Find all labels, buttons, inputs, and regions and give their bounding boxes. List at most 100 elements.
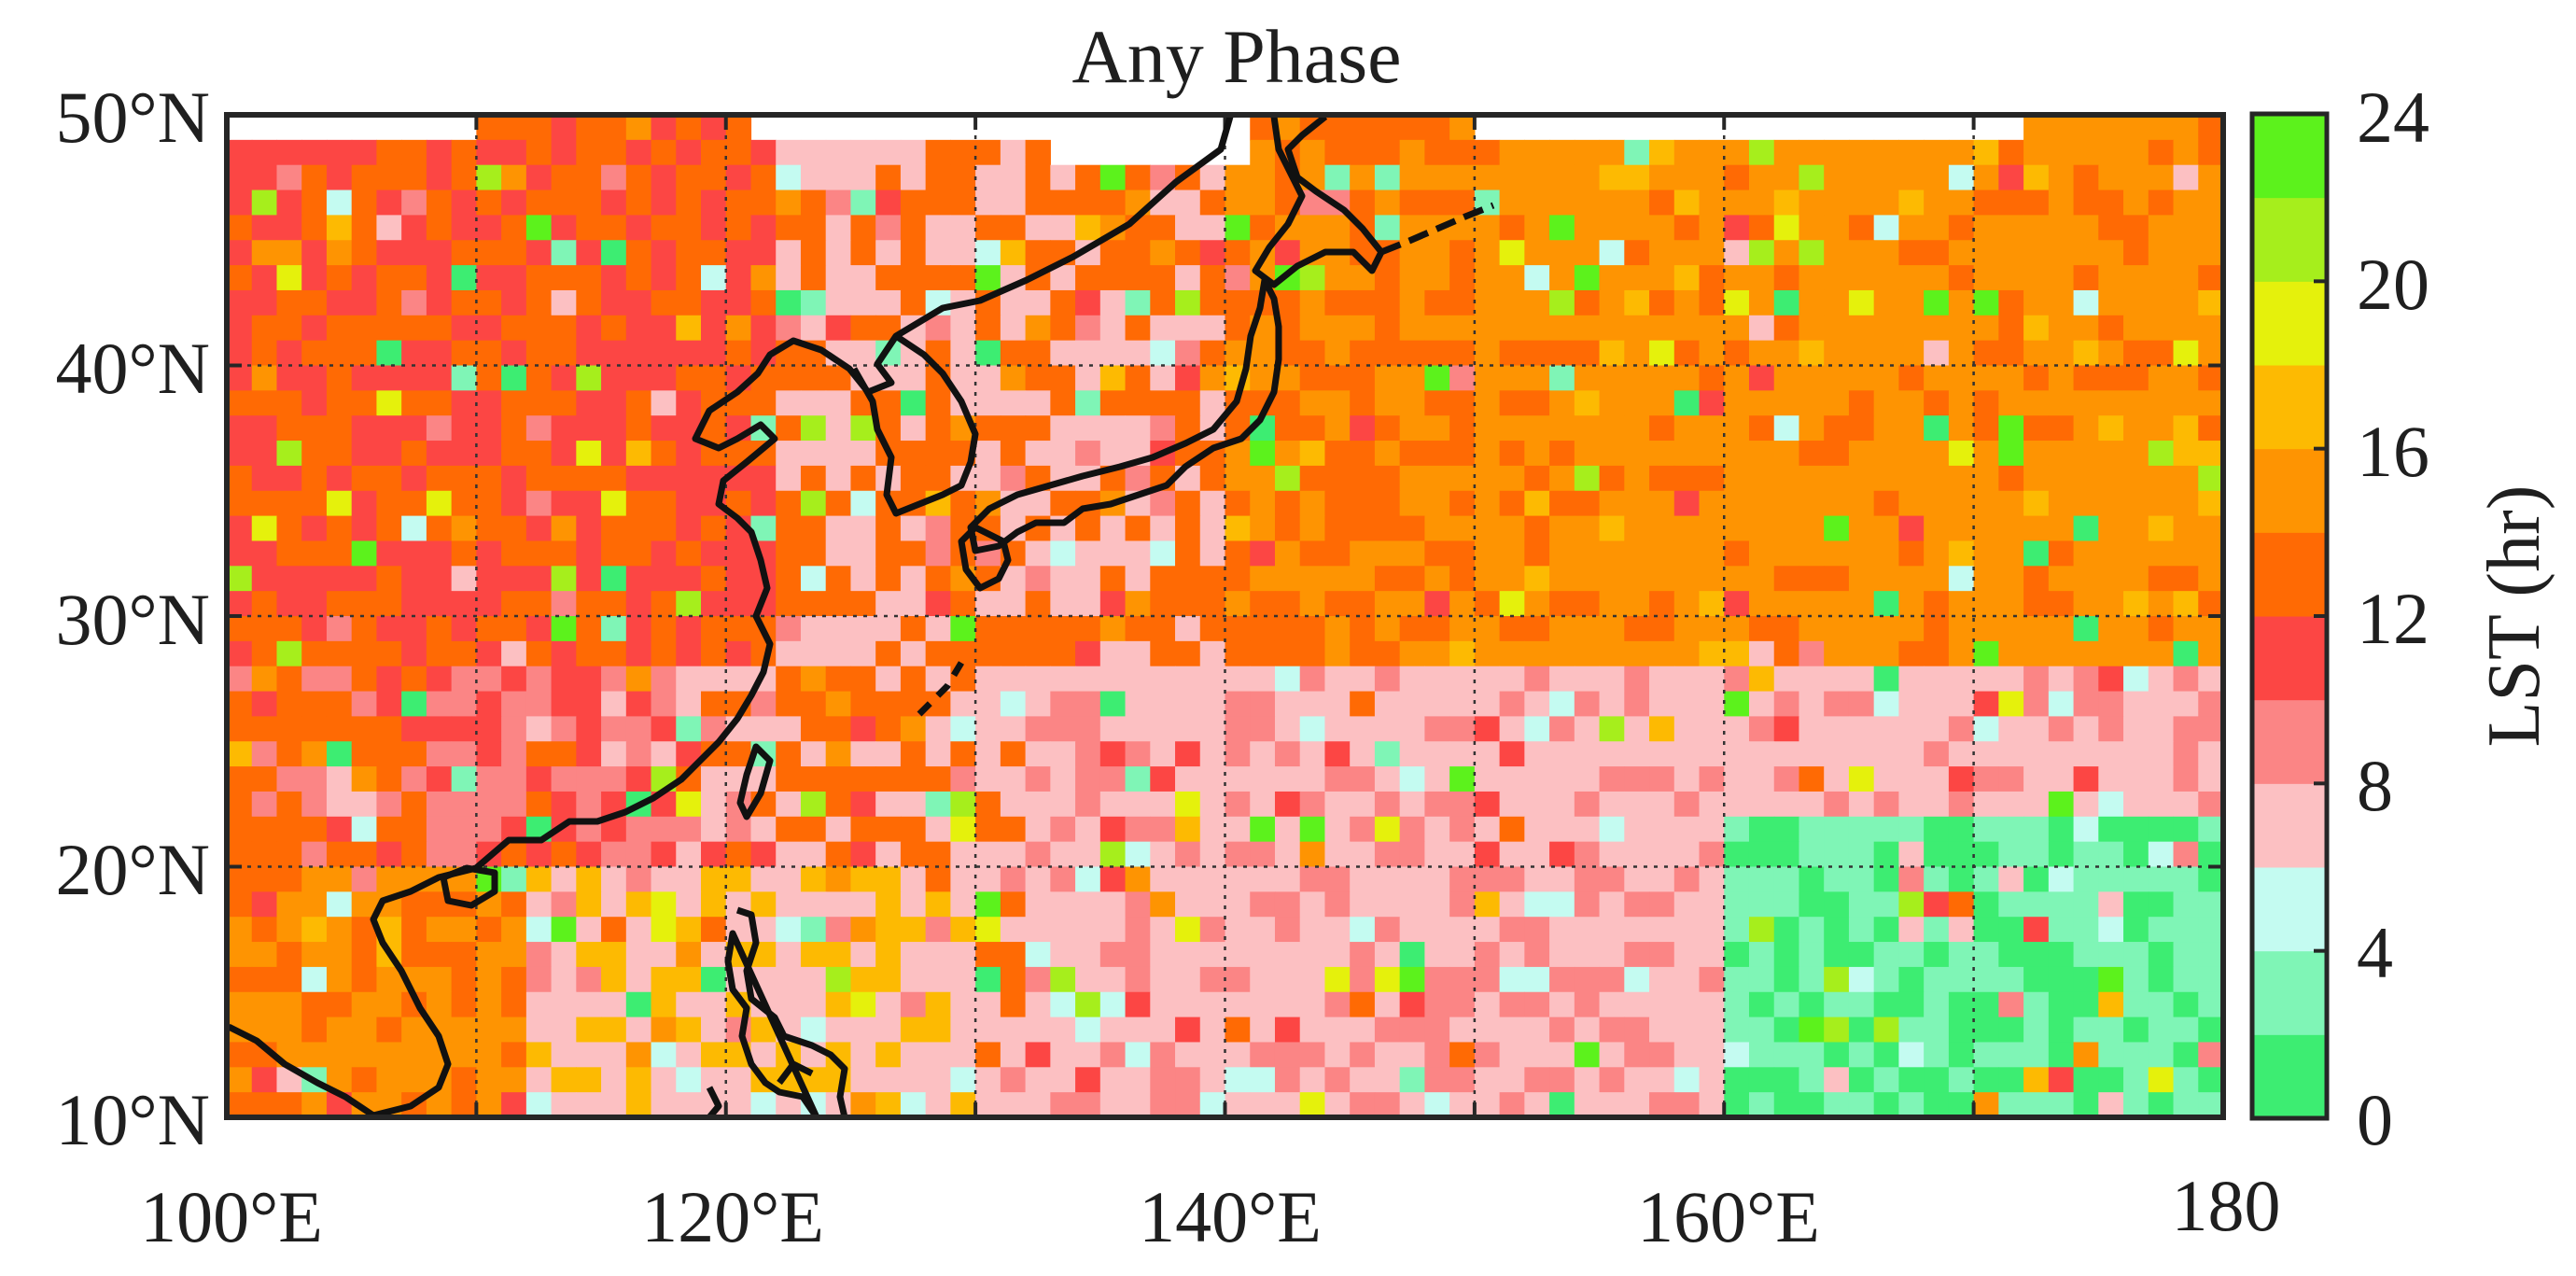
lst-cell — [676, 189, 702, 216]
lst-cell — [1699, 515, 1725, 542]
lst-cell — [1973, 441, 1999, 467]
lst-cell — [2048, 115, 2075, 141]
lst-cell — [1000, 591, 1027, 617]
lst-cell — [750, 289, 777, 316]
lst-cell — [825, 666, 852, 693]
lst-cell — [1499, 741, 1525, 767]
lst-cell — [1549, 365, 1575, 391]
lst-cell — [1824, 315, 1850, 342]
lst-cell — [326, 515, 353, 542]
lst-cell — [1274, 591, 1301, 617]
lst-cell — [1399, 1067, 1425, 1093]
lst-cell — [850, 816, 876, 843]
lst-cell — [1724, 616, 1750, 642]
lst-cell — [1050, 189, 1076, 216]
lst-cell — [451, 390, 477, 416]
lst-cell — [601, 465, 627, 492]
lst-cell — [1998, 766, 2024, 792]
lst-cell — [750, 215, 777, 241]
lst-cell — [1574, 566, 1601, 592]
lst-cell — [1000, 1067, 1027, 1093]
lst-cell — [2023, 315, 2050, 342]
lst-cell — [1449, 991, 1476, 1018]
lst-cell — [1050, 365, 1076, 391]
lst-cell — [1549, 415, 1575, 442]
lst-cell — [2123, 540, 2149, 567]
lst-cell — [1574, 441, 1601, 467]
lst-cell — [1050, 1092, 1076, 1117]
lst-cell — [1075, 991, 1101, 1018]
lst-cell — [1050, 966, 1076, 993]
lst-cell — [1050, 340, 1076, 367]
lst-cell — [1399, 942, 1425, 968]
lst-cell — [2098, 791, 2124, 818]
lst-cell — [1673, 991, 1701, 1018]
lst-cell — [1973, 741, 1999, 767]
lst-cell — [1299, 365, 1326, 391]
lst-cell — [276, 289, 302, 316]
lst-cell — [301, 215, 328, 241]
lst-cell — [1075, 741, 1101, 767]
lst-cell — [251, 1067, 278, 1093]
lst-cell — [1948, 490, 1975, 517]
lst-cell — [551, 441, 577, 467]
lst-cell — [451, 816, 477, 843]
lst-cell — [1125, 591, 1151, 617]
lst-cell — [1125, 841, 1151, 868]
lst-cell — [1125, 691, 1151, 717]
lst-cell — [2148, 766, 2175, 792]
lst-cell — [326, 189, 353, 216]
lst-cell — [925, 1042, 951, 1068]
lst-cell — [1524, 515, 1550, 542]
lst-cell — [1474, 891, 1501, 918]
lst-cell — [2073, 917, 2099, 943]
lst-cell — [825, 766, 852, 792]
lst-cell — [1399, 540, 1425, 567]
lst-cell — [501, 741, 527, 767]
lst-cell — [1549, 991, 1575, 1018]
lst-cell — [227, 816, 253, 843]
lst-cell — [1274, 966, 1301, 993]
lst-cell — [2023, 365, 2050, 391]
coastline-korea — [850, 333, 979, 517]
lst-cell — [1175, 240, 1201, 266]
lst-cell — [1699, 966, 1725, 993]
lst-cell — [276, 1017, 302, 1044]
lst-cell — [1898, 966, 1925, 993]
lst-cell — [950, 942, 976, 968]
lst-cell — [1649, 164, 1675, 191]
lst-cell — [1948, 441, 1975, 467]
lst-cell — [601, 215, 627, 241]
lst-cell — [1948, 640, 1975, 667]
lst-cell — [676, 991, 702, 1018]
lst-cell — [776, 265, 802, 291]
lst-cell — [1274, 240, 1301, 266]
lst-cell — [975, 891, 1001, 918]
lst-cell — [1025, 791, 1051, 818]
lst-cell — [1175, 215, 1201, 241]
lst-cell — [1324, 691, 1351, 717]
lst-cell — [900, 591, 927, 617]
lst-cell — [301, 966, 328, 993]
lst-cell — [351, 289, 378, 316]
lst-cell — [1748, 515, 1775, 542]
lst-cell — [501, 265, 527, 291]
lst-cell — [426, 591, 453, 617]
lst-cell — [950, 139, 976, 166]
lst-cell — [2198, 215, 2223, 241]
lst-cell — [1324, 164, 1351, 191]
lst-cell — [2073, 540, 2099, 567]
lst-cell — [351, 816, 378, 843]
lst-cell — [975, 666, 1001, 693]
lst-cell — [1350, 515, 1376, 542]
lst-cell — [501, 1092, 527, 1117]
lst-cell — [1673, 365, 1701, 391]
lst-cell — [1873, 917, 1900, 943]
lst-cell — [1225, 766, 1251, 792]
lst-cell — [776, 189, 802, 216]
lst-cell — [1050, 640, 1076, 667]
lst-cell — [1924, 791, 1950, 818]
lst-cell — [1848, 240, 1875, 266]
lst-cell — [651, 164, 677, 191]
lst-cell — [1150, 866, 1176, 892]
